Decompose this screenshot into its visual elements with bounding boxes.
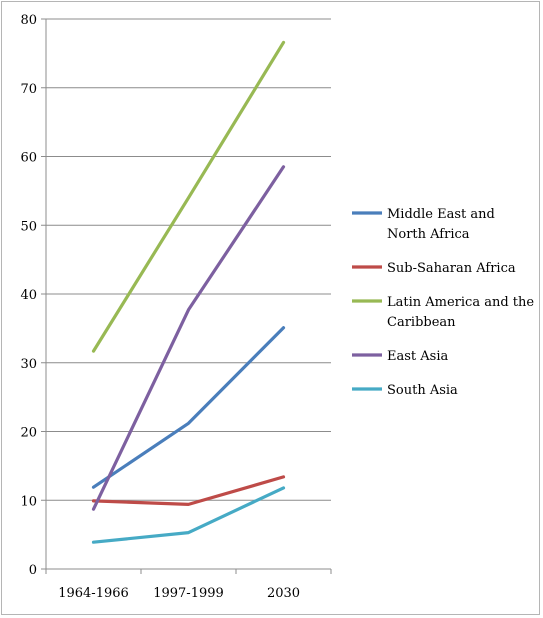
legend-item: Latin America and the Caribbean <box>352 295 534 330</box>
x-tick-labels: 1964-1966 1997-1999 2030 <box>58 586 300 601</box>
x-tick-label: 1997-1999 <box>153 586 224 601</box>
legend-label: North Africa <box>387 227 470 242</box>
legend-item: East Asia <box>352 349 448 364</box>
x-tick-label: 2030 <box>267 586 300 601</box>
y-tick-label: 0 <box>29 563 37 578</box>
gridlines <box>46 18 331 501</box>
series-line <box>91 486 286 544</box>
legend-label: Middle East and <box>387 207 495 222</box>
legend-label: Sub-Saharan Africa <box>387 261 516 276</box>
y-tick-label: 60 <box>20 151 37 166</box>
y-tick-label: 30 <box>20 357 37 372</box>
legend-label: South Asia <box>387 383 458 398</box>
x-tick-label: 1964-1966 <box>58 586 129 601</box>
legend-item: Sub-Saharan Africa <box>352 261 516 276</box>
y-tick-label: 50 <box>20 219 37 234</box>
series-line <box>91 40 286 353</box>
legend-label: East Asia <box>387 349 448 364</box>
series-line <box>91 165 286 511</box>
legend-item: South Asia <box>352 383 458 398</box>
legend-label: Caribbean <box>387 315 456 330</box>
y-tick-label: 20 <box>20 426 37 441</box>
legend: Middle East and North Africa Sub-Saharan A… <box>352 207 534 398</box>
y-tick-label: 40 <box>20 288 37 303</box>
legend-item: Middle East and North Africa <box>352 207 495 242</box>
y-tick-label: 80 <box>20 13 37 28</box>
axes <box>41 18 332 574</box>
y-tick-label: 70 <box>20 82 37 97</box>
series-lines <box>91 40 286 544</box>
y-tick-label: 10 <box>20 494 37 509</box>
series-line <box>91 475 286 506</box>
legend-label: Latin America and the <box>387 295 534 310</box>
series-line <box>91 326 286 489</box>
y-tick-labels: 0 10 20 30 40 50 60 70 80 <box>20 13 37 578</box>
